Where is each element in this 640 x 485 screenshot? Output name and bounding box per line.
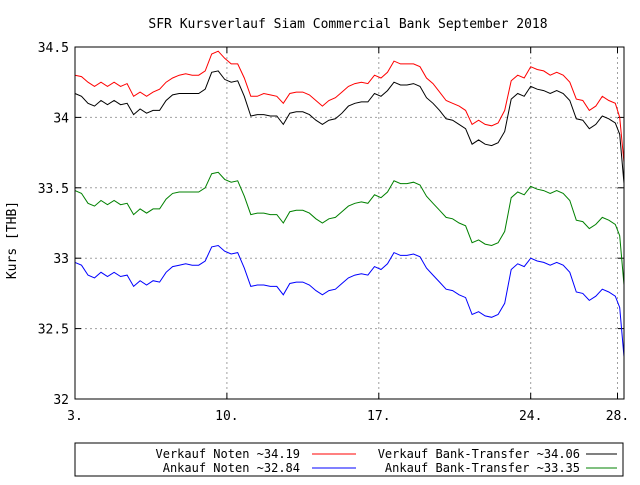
legend-label: Ankauf Noten ~32.84 [163, 461, 300, 475]
legend-label: Verkauf Bank-Transfer ~34.06 [378, 447, 580, 461]
y-axis-label: Kurs [THB] [5, 201, 20, 279]
legend-box [74, 442, 624, 477]
legend: Verkauf Noten ~34.19 Verkauf Bank-Transfe… [74, 442, 624, 477]
legend-label: Verkauf Noten ~34.19 [156, 447, 301, 461]
y-tick-label: 33.5 [38, 182, 69, 197]
x-tick-label: 24. [519, 409, 542, 424]
x-tick-label: 10. [215, 409, 238, 424]
y-tick-label: 32 [53, 393, 69, 408]
x-tick-label: 28. [606, 409, 629, 424]
plot-frame [74, 46, 625, 400]
series-line-3 [74, 171, 625, 286]
y-tick-label: 33 [53, 252, 69, 267]
y-tick-label: 32.5 [38, 323, 69, 338]
y-tick-label: 34.5 [38, 41, 69, 56]
y-tick-label: 34 [53, 111, 69, 126]
chart-title: SFR Kursverlauf Siam Commercial Bank Sep… [148, 17, 547, 32]
legend-label: Ankauf Bank-Transfer ~33.35 [385, 461, 580, 475]
x-tick-label: 3. [67, 409, 83, 424]
x-tick-label: 17. [367, 409, 390, 424]
series-line-1 [74, 70, 625, 184]
series-lines [74, 50, 625, 357]
series-line-2 [74, 244, 625, 357]
series-line-0 [74, 50, 625, 163]
grid [75, 47, 624, 399]
